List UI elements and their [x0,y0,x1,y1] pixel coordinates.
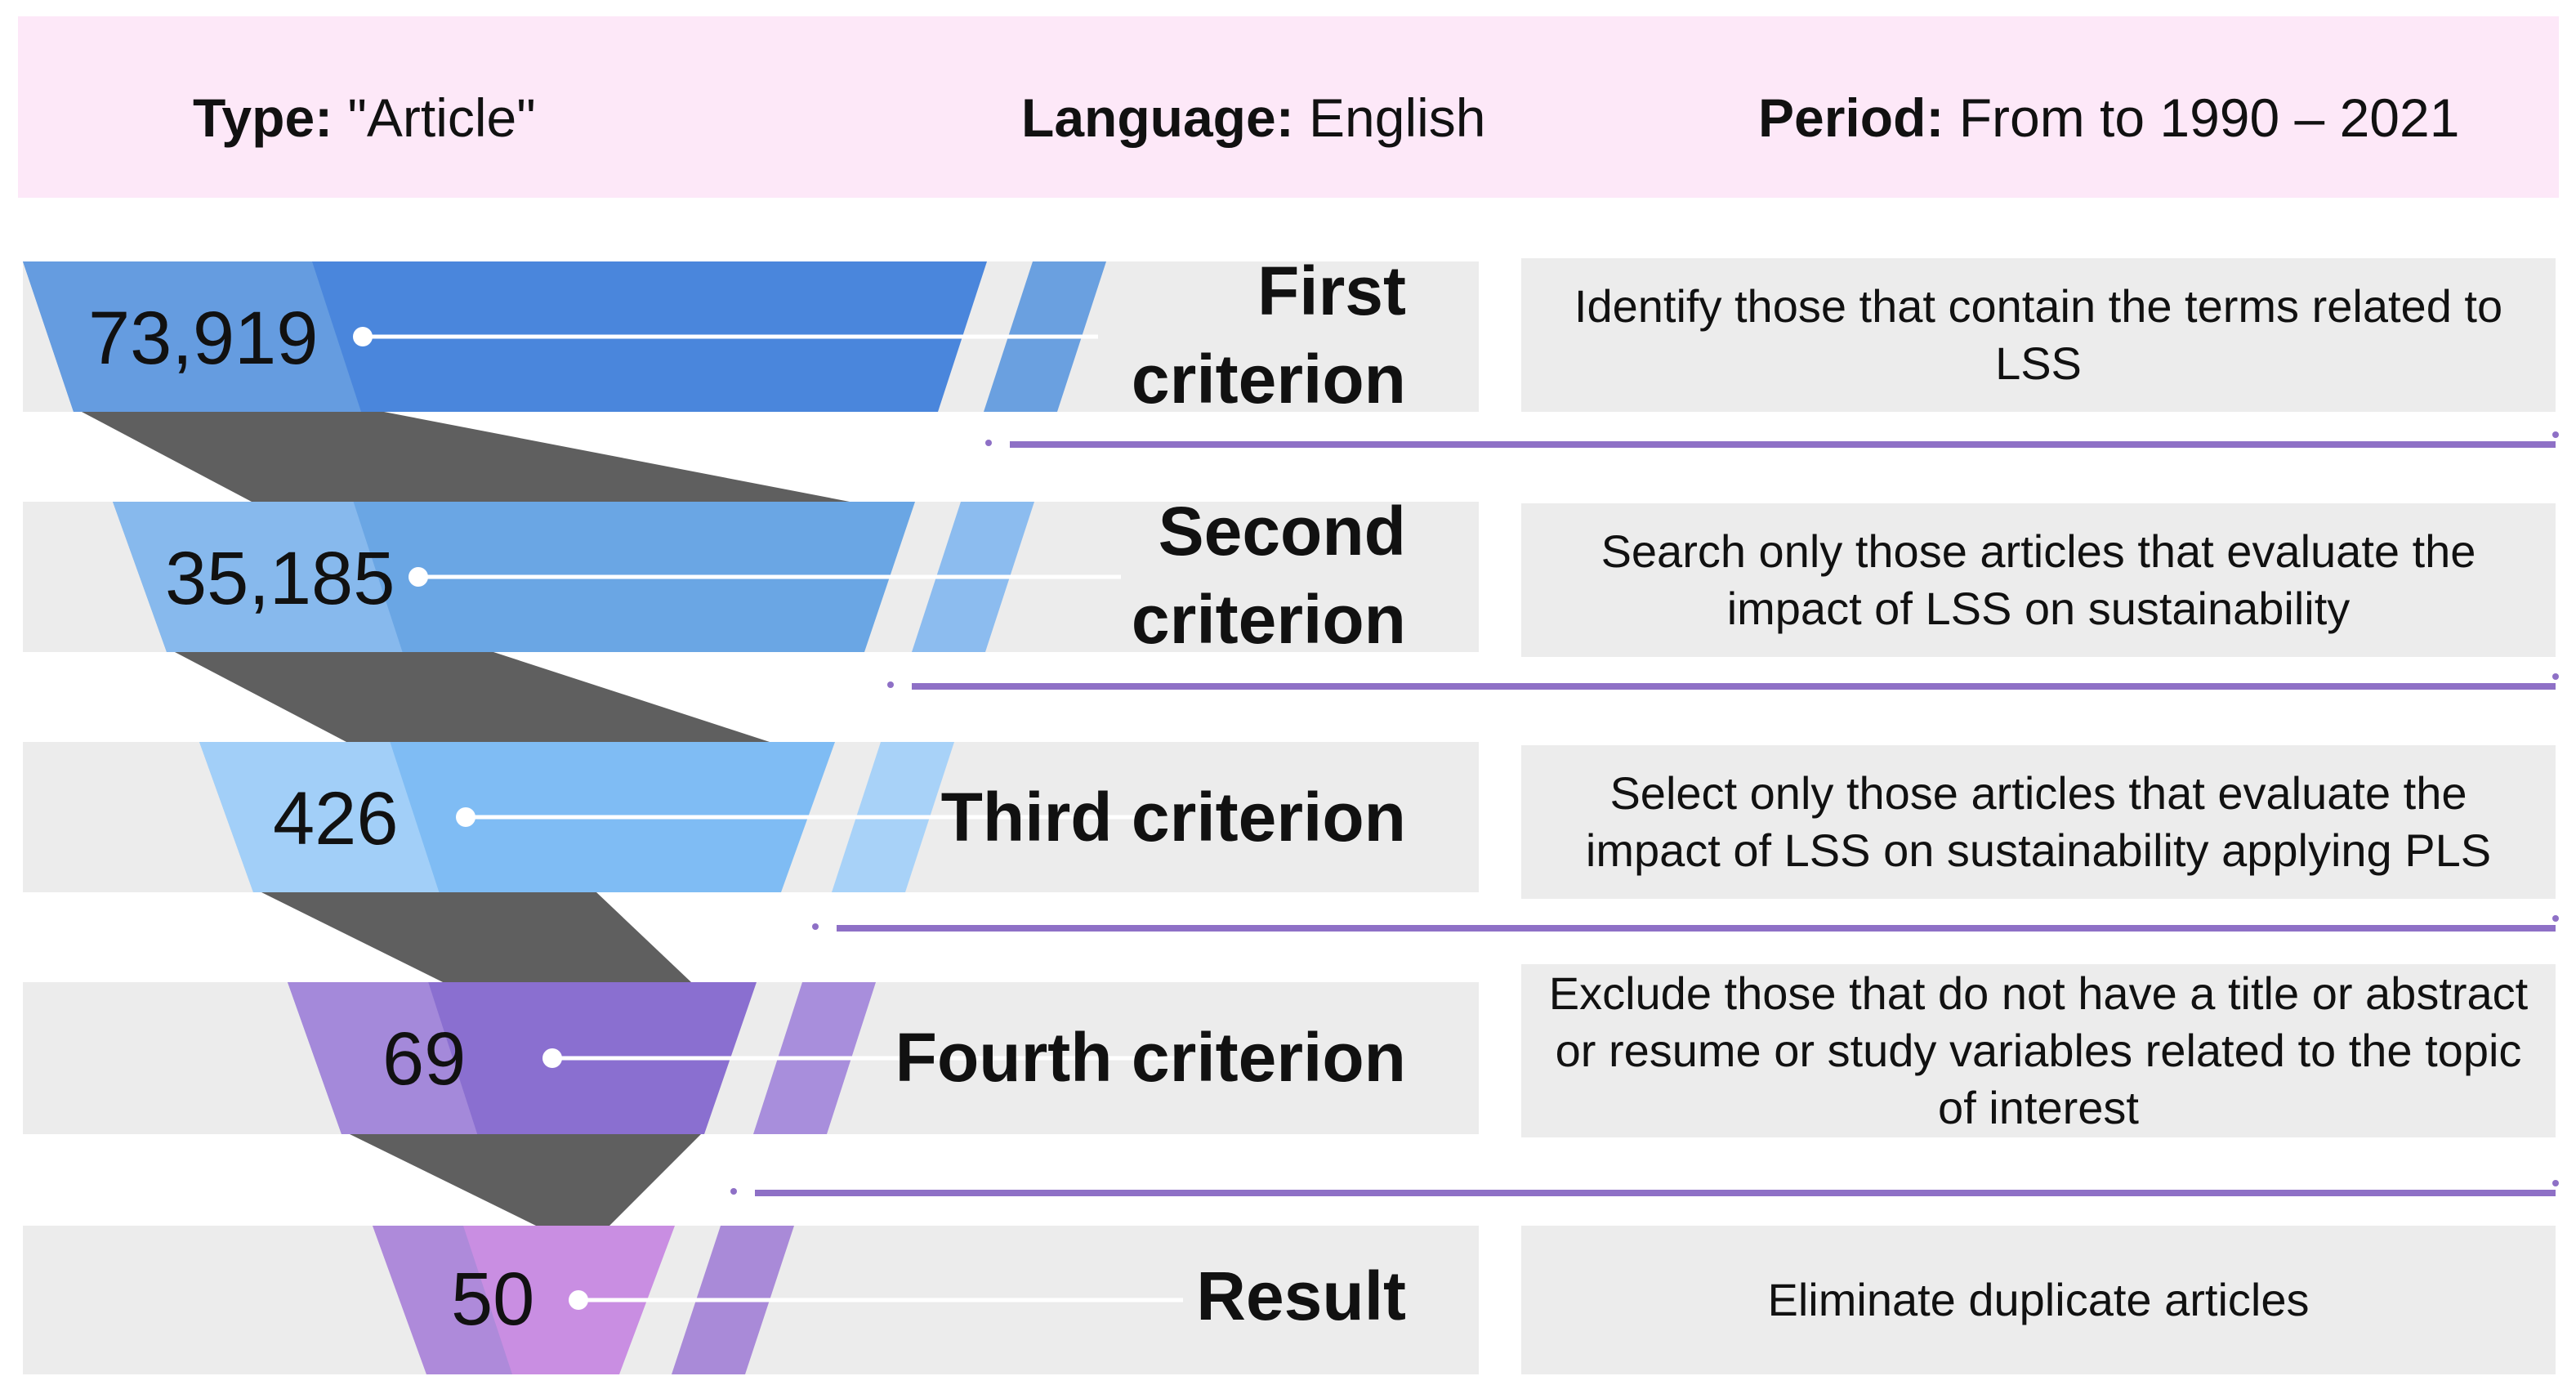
divider-dot-right-4 [2552,1180,2559,1186]
connector-1 [82,412,850,502]
connector-3 [261,892,691,982]
count-1: 73,919 [88,297,319,380]
criterion-label-2-line-2: criterion [1131,581,1406,658]
description-4: Exclude those that do not have a title o… [1548,967,2529,1133]
period-label: Period: [1758,87,1944,148]
divider-dot-right-1 [2552,431,2559,438]
period-value: From to 1990 – 2021 [1958,87,2460,148]
count-5: 50 [451,1258,535,1341]
language-filter: Language: English [1021,87,1486,149]
type-label: Type: [193,87,333,148]
filter-header: Type: "Article" Language: English Period… [18,16,2559,198]
criterion-label-4: Fourth criterion [895,1013,1406,1101]
description-box-1: Identify those that contain the terms re… [1521,258,2556,412]
criterion-label-3: Third criterion [941,773,1406,861]
leader-dot-5 [569,1290,588,1310]
language-label: Language: [1021,87,1294,148]
funnel-stage-1-shade [23,261,361,412]
funnel-stage-2-shade [113,502,403,652]
criterion-label-3-line-1: Third criterion [940,779,1406,856]
divider-dot-left-2 [887,681,894,688]
description-2: Search only those articles that evaluate… [1601,525,2476,634]
divider-dot-left-1 [985,440,992,446]
criterion-label-5: Result [1196,1252,1406,1340]
criterion-label-2-line-1: Second [1158,493,1406,570]
criterion-label-5-line-1: Result [1196,1258,1406,1334]
description-5: Eliminate duplicate articles [1767,1274,2310,1325]
connector-2 [175,652,770,742]
count-3: 426 [273,777,399,860]
leader-dot-2 [408,567,428,587]
divider-dot-left-4 [730,1188,737,1195]
criterion-label-2: Second criterion [1132,487,1406,663]
type-filter: Type: "Article" [193,87,536,149]
description-box-5: Eliminate duplicate articles [1521,1226,2556,1374]
language-value: English [1309,87,1486,148]
period-filter: Period: From to 1990 – 2021 [1758,87,2459,149]
description-box-4: Exclude those that do not have a title o… [1521,964,2556,1137]
leader-dot-3 [456,807,475,827]
count-2: 35,185 [165,537,395,620]
connector-4 [350,1134,701,1226]
description-box-3: Select only those articles that evaluate… [1521,745,2556,899]
leader-dot-1 [353,327,373,346]
divider-dot-left-3 [812,923,819,930]
criterion-label-1-line-2: criterion [1131,341,1406,418]
description-box-2: Search only those articles that evaluate… [1521,503,2556,657]
funnel-stage-3-shade [199,742,440,892]
criterion-label-1: First criterion [1132,247,1406,423]
funnel-stage-5-shade [373,1226,512,1374]
description-1: Identify those that contain the terms re… [1574,280,2503,389]
divider-dot-right-2 [2552,673,2559,680]
funnel-stage-4-shade [288,982,478,1134]
count-4: 69 [382,1017,467,1101]
criterion-label-4-line-1: Fourth criterion [895,1019,1406,1096]
criterion-label-1-line-1: First [1257,252,1406,329]
leader-dot-4 [542,1048,562,1068]
description-3: Select only those articles that evaluate… [1585,767,2492,876]
type-value: "Article" [347,87,536,148]
divider-dot-right-3 [2552,915,2559,922]
